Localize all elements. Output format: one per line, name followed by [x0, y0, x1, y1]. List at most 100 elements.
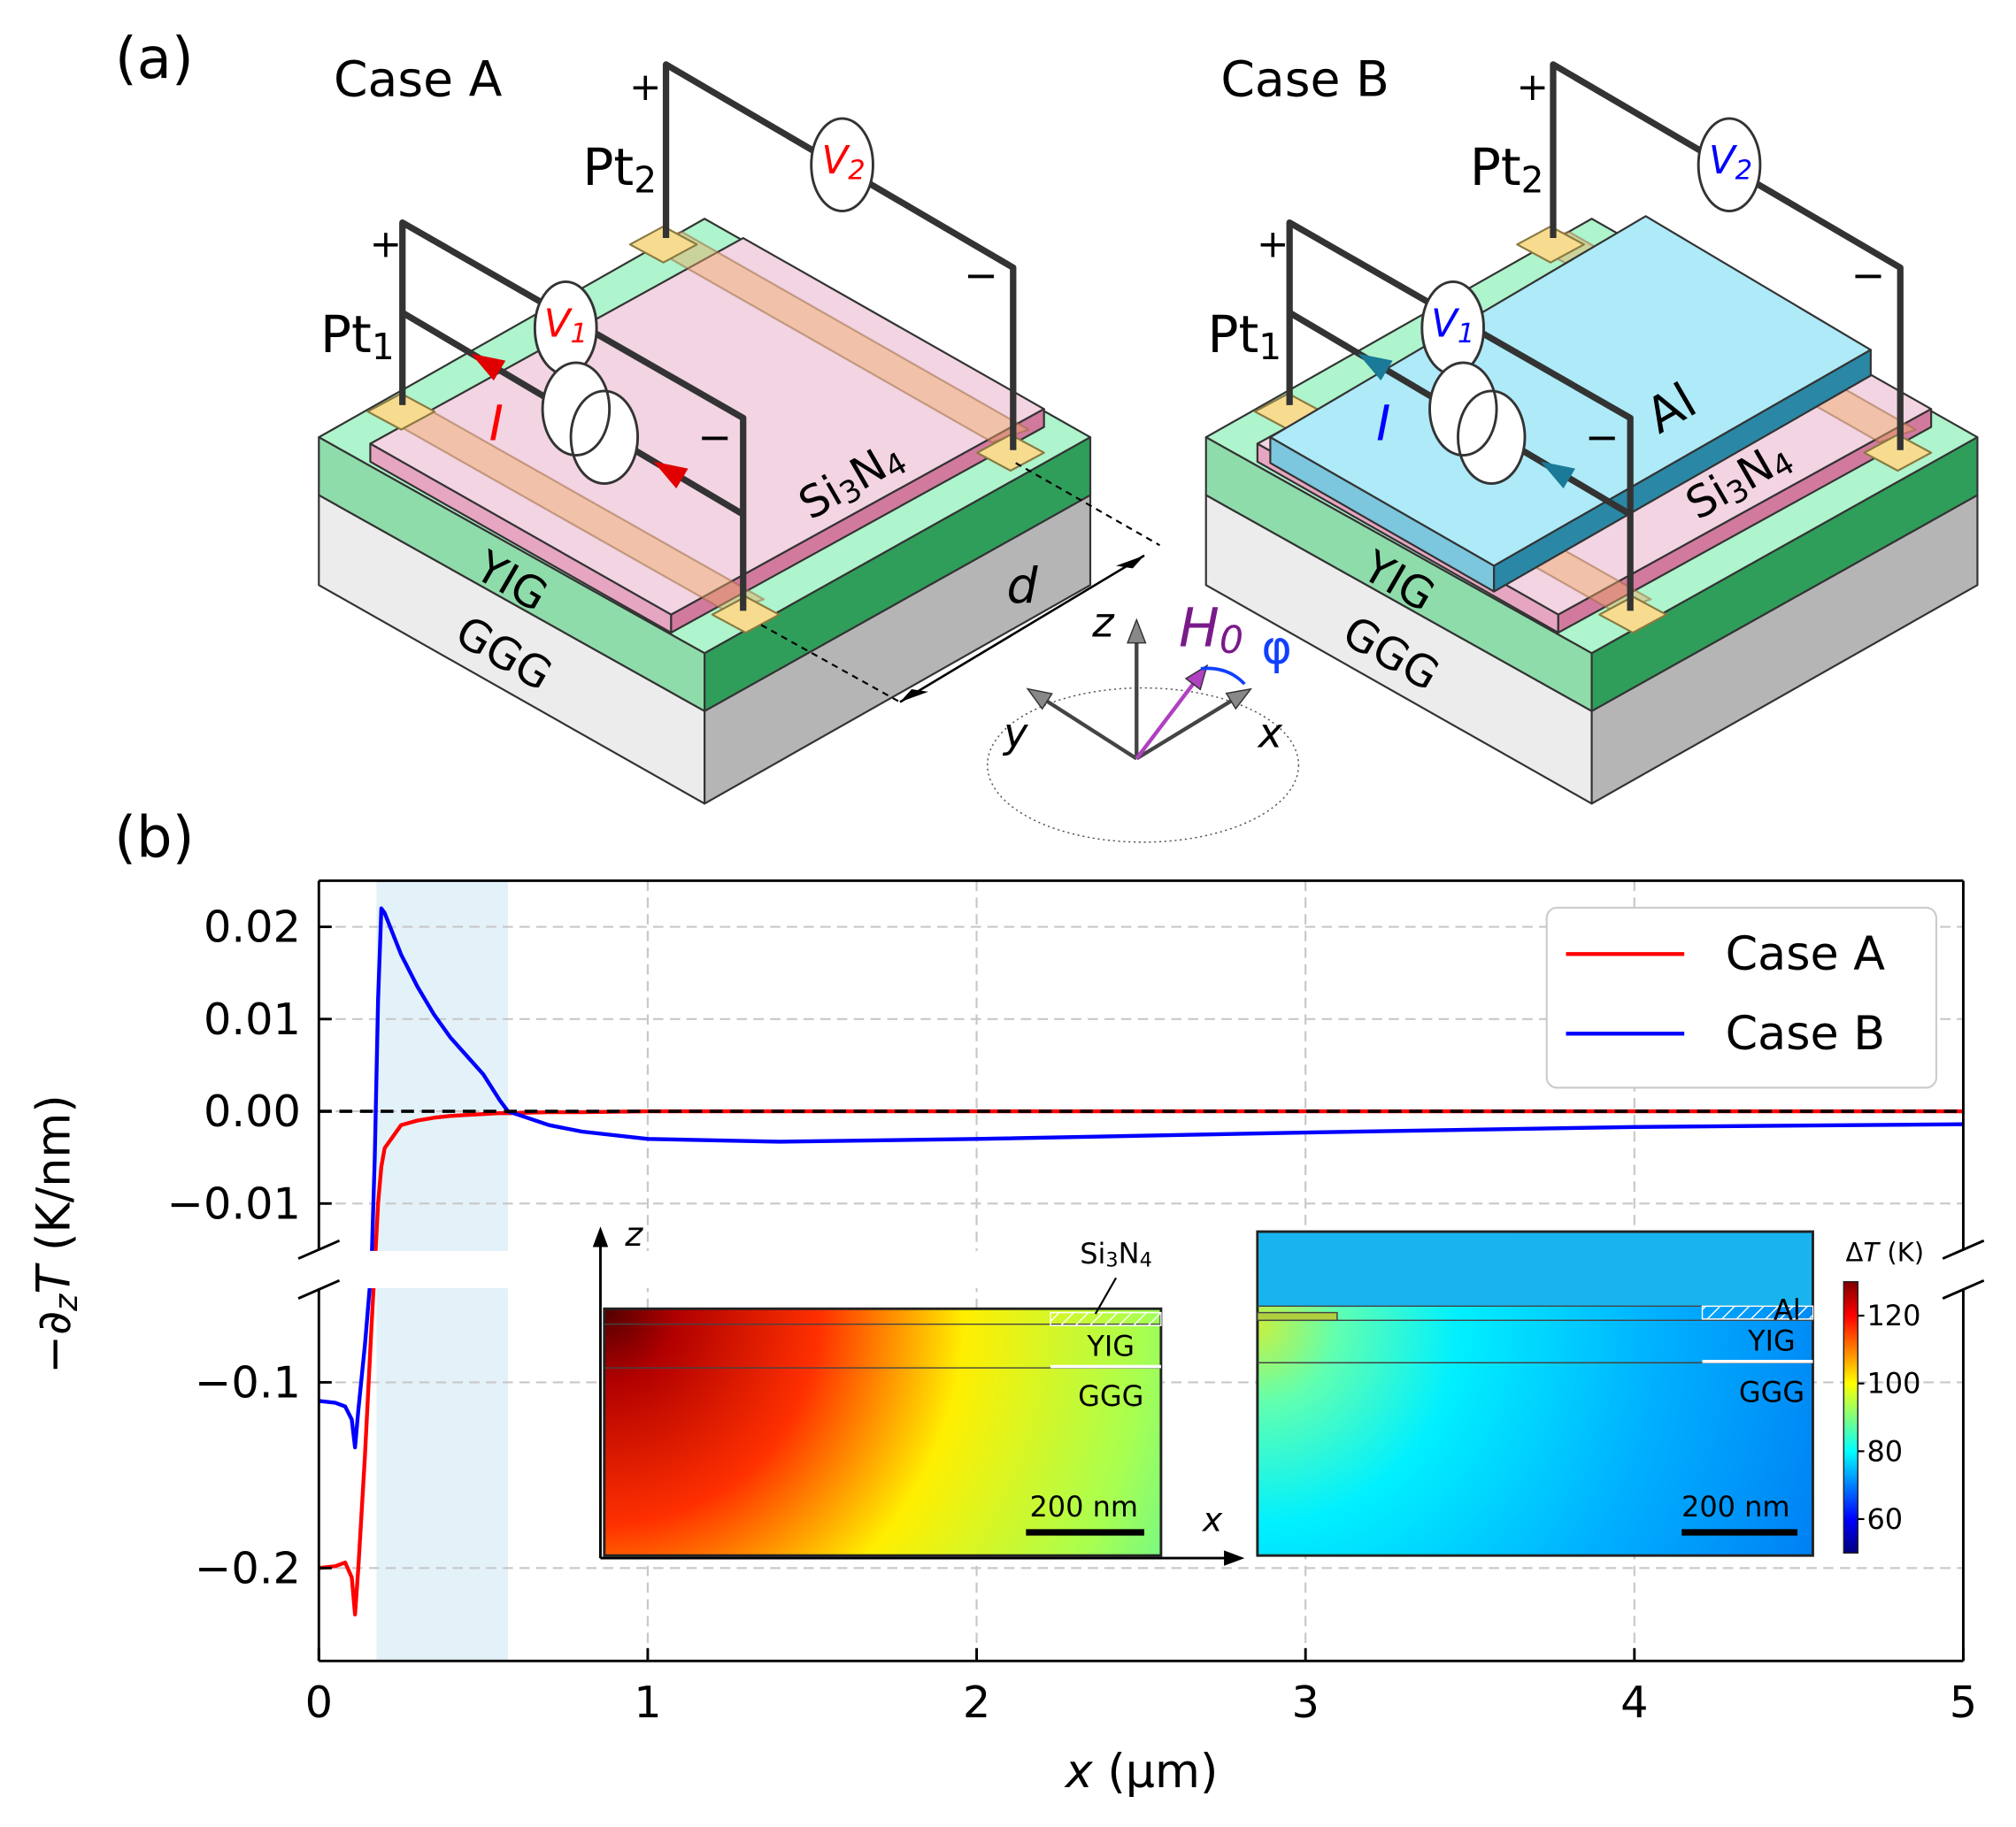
hatched-spacer: [1050, 1311, 1162, 1326]
x-tick-label: 4: [1620, 1677, 1648, 1728]
y-tick-label: −0.2: [195, 1542, 301, 1593]
pt1-label: Pt1: [320, 304, 395, 368]
hatched-spacer: [1701, 1305, 1814, 1320]
case-title: Case A: [334, 51, 503, 108]
colorbar-tick-label: 60: [1866, 1502, 1903, 1536]
current-source: [571, 390, 638, 484]
current-source: [569, 389, 640, 485]
colorbar: [1843, 1281, 1859, 1554]
y-axis-label-part: (K/nm): [27, 1094, 81, 1265]
polarity-plus: +: [629, 65, 662, 110]
polarity-minus: −: [1585, 413, 1620, 461]
x-axis-label: x (μm): [1064, 1745, 1219, 1799]
current-arrow: [653, 461, 689, 489]
scale-label: 200 nm: [1681, 1490, 1790, 1524]
pt-pad: [1863, 434, 1933, 472]
dimension-line: [899, 554, 1145, 703]
pt1-label-part: Pt: [320, 304, 372, 365]
dimension-guide: [1015, 462, 1160, 547]
field-arrow: [1135, 672, 1203, 760]
current-source: [1428, 361, 1498, 457]
v2-label-part: V: [1709, 139, 1738, 183]
dimension-arrow: [899, 688, 928, 702]
pt-pad: [711, 595, 781, 634]
legend-label: Case A: [1726, 927, 1886, 981]
y-axis-label-part: z: [46, 1293, 84, 1312]
y-tick-label: 0.01: [204, 994, 301, 1045]
inset-label: YIG: [1086, 1329, 1135, 1363]
inset-label: YIG: [1747, 1324, 1796, 1358]
dimension-guide: [760, 624, 901, 703]
v1-label: V1: [1431, 302, 1474, 349]
angle-label: φ: [1261, 621, 1292, 675]
yig-right: [704, 436, 1092, 712]
inset-label-part: N: [1119, 1237, 1140, 1270]
x-tick-label: 0: [305, 1677, 333, 1728]
v1-label-part: V: [544, 302, 573, 346]
y-tick-label: −0.01: [167, 1178, 301, 1229]
inset-label: GGG: [1078, 1379, 1143, 1413]
inset-label: Al: [1774, 1293, 1801, 1327]
inset-label-part: 4: [1140, 1248, 1152, 1271]
pt2-label: Pt2: [1470, 137, 1544, 201]
y-axis-label-part: T: [27, 1263, 81, 1294]
current-source: [1457, 389, 1527, 485]
pt-pad: [1516, 225, 1585, 264]
v1-label-part: 1: [570, 319, 587, 349]
metal-region: [1258, 1232, 1812, 1307]
field-arrow-head: [1184, 664, 1209, 691]
v1-label: V1: [544, 302, 588, 349]
current-source: [1458, 390, 1526, 484]
current-source: [541, 361, 612, 457]
inset-arrow: [592, 1226, 609, 1247]
v2-label: V2: [821, 139, 865, 186]
panel-label: (a): [115, 27, 194, 92]
v2-label: V2: [1709, 139, 1752, 186]
pt2-label-part: 2: [1521, 158, 1544, 201]
pt-pad: [976, 434, 1045, 472]
dimension-arrow: [1116, 555, 1144, 569]
v1-label-part: V: [1431, 302, 1460, 346]
v2-label-part: V: [821, 139, 850, 183]
v2-label-part: 2: [1735, 155, 1752, 186]
current-arrow: [1540, 461, 1575, 489]
current-label: I: [1376, 396, 1390, 453]
y-tick-label: −0.1: [195, 1356, 301, 1408]
colorbar-label: ΔT (K): [1846, 1237, 1925, 1267]
colorbar-tick-label: 120: [1866, 1299, 1920, 1332]
current-arrow: [1358, 353, 1393, 381]
inset-axis-label: x: [1202, 1500, 1223, 1539]
pt2-label: Pt2: [582, 137, 657, 201]
current-label: I: [489, 396, 504, 453]
polarity-plus: +: [1516, 65, 1549, 110]
x-tick-label: 2: [963, 1677, 990, 1728]
voltmeter: [810, 117, 874, 212]
v2-label-part: 2: [848, 155, 865, 186]
heatmap: [603, 1307, 1163, 1557]
spacer-right: [670, 408, 1045, 634]
inset-axis-label: z: [624, 1215, 643, 1254]
angle-arc: [1200, 666, 1246, 686]
y-axis-label: −∂zT (K/nm): [27, 1094, 84, 1373]
pt2-label-part: 2: [634, 158, 657, 201]
leader-line: [1094, 1277, 1117, 1315]
x-axis-label-part: (μm): [1093, 1745, 1219, 1799]
series-line: [319, 906, 1964, 1450]
x-tick-label: 1: [634, 1677, 661, 1728]
pt1-label: Pt1: [1207, 304, 1281, 368]
y-tick-label: 0.00: [204, 1086, 301, 1137]
axis-label: x: [1257, 709, 1283, 756]
z-axis-head: [1127, 618, 1147, 644]
distance-label: d: [1006, 558, 1038, 615]
case-title: Case B: [1220, 51, 1389, 108]
x-axis: [1135, 692, 1243, 761]
yig-right: [1590, 436, 1979, 712]
axis-label: y: [1002, 709, 1029, 756]
x-axis-label-part: x: [1064, 1745, 1094, 1799]
break-mark: [1942, 1278, 1985, 1300]
inset-label-part: 3: [1105, 1249, 1118, 1272]
colorbar-tick-label: 100: [1866, 1367, 1920, 1401]
colorbar-label-part: (K): [1879, 1237, 1924, 1267]
pt-pad: [366, 392, 436, 431]
